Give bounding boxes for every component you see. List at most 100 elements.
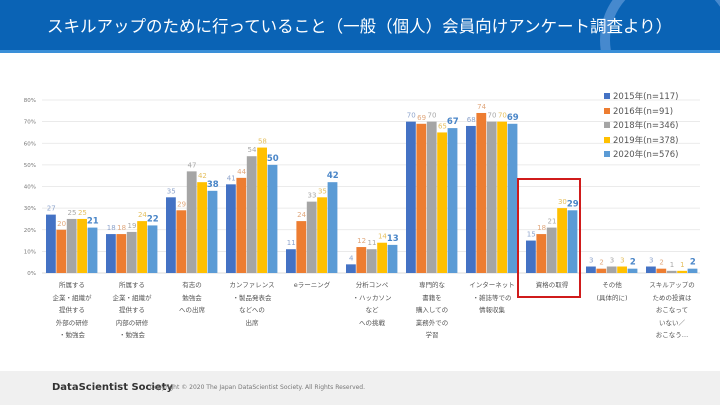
x-tick-line: 有志の — [182, 281, 202, 289]
data-label: 20 — [57, 220, 66, 228]
bar — [267, 164, 278, 273]
data-label: 65 — [438, 122, 447, 130]
data-label: 12 — [357, 237, 366, 245]
data-label: 3 — [610, 257, 614, 265]
x-tick-label: その他 (具体的に) — [582, 279, 642, 304]
data-label: 18 — [117, 224, 126, 232]
x-tick-label: インターネット ・雑誌等での 情報収集 — [462, 279, 522, 317]
bar — [166, 197, 176, 273]
data-label: 50 — [267, 154, 279, 164]
bar — [466, 125, 476, 273]
legend-label: 2015年(n=117) — [613, 92, 679, 103]
x-tick-line: 所属する — [59, 281, 85, 289]
x-tick-line: 所属する — [119, 281, 145, 289]
x-tick-line: 専門的な — [419, 281, 445, 289]
bar — [46, 214, 56, 273]
x-tick-label: 専門的な 書籍を 購入しての 業務外での 学習 — [402, 279, 462, 342]
bar — [476, 112, 487, 273]
x-tick-line: 情報収集 — [479, 306, 505, 314]
data-label: 70 — [488, 112, 497, 120]
bar — [687, 268, 698, 273]
page-title: スキルアップのために行っていること（一般（個人）会員向けアンケート調査より） — [47, 17, 673, 36]
brand-name: DataScientist Society — [52, 382, 173, 393]
data-label: 11 — [368, 239, 377, 247]
bar — [666, 270, 677, 273]
bar — [416, 123, 427, 273]
data-label: 3 — [649, 257, 653, 265]
bar — [486, 121, 497, 273]
x-tick-line: ための投資は — [652, 293, 692, 302]
x-tick-label: 分析コンペ ・ハッカソン など への挑戦 — [342, 279, 402, 329]
x-tick-line: 企業・組織が — [112, 293, 152, 302]
data-label: 42 — [327, 171, 339, 181]
x-tick-line: ・製品発表会 — [232, 293, 272, 302]
data-label: 3 — [620, 257, 624, 265]
data-label: 1 — [670, 261, 674, 269]
data-label: 30 — [558, 198, 567, 206]
y-tick-label: 20% — [24, 228, 36, 234]
data-label: 54 — [248, 146, 257, 154]
data-label: 21 — [87, 217, 99, 227]
bar — [366, 249, 377, 273]
y-tick-label: 40% — [24, 185, 36, 191]
x-tick-line: 企業・組織が — [52, 293, 92, 302]
legend-item: 2018年(n=346) — [604, 118, 679, 133]
data-label: 67 — [447, 117, 459, 127]
bar — [546, 227, 557, 273]
copyright: Copyright © 2020 The Japan DataScientist… — [150, 384, 366, 391]
x-tick-line: おこなう… — [655, 331, 689, 339]
x-tick-line: への挑戦 — [359, 318, 385, 327]
bar — [137, 221, 147, 273]
x-tick-line: 提供する — [59, 306, 85, 314]
bar — [656, 268, 667, 273]
data-label: 18 — [107, 224, 116, 232]
logo-decoration — [600, 0, 720, 50]
data-label: 19 — [128, 222, 137, 230]
data-label: 70 — [428, 112, 437, 120]
bar — [617, 266, 627, 273]
legend-item: 2020年(n=576) — [604, 147, 679, 162]
x-tick-line: その他 — [602, 281, 622, 289]
x-tick-label: eラーニング — [282, 279, 342, 292]
legend-label: 2020年(n=576) — [613, 150, 679, 161]
data-label: 47 — [188, 161, 197, 169]
data-label: 2 — [659, 259, 663, 267]
bar — [327, 182, 338, 273]
x-tick-line: 内部の研修 — [115, 318, 149, 327]
data-label: 2 — [630, 258, 636, 268]
x-tick-label: カンファレンス ・製品発表会 などへの 出席 — [222, 279, 282, 329]
data-label: 4 — [349, 254, 354, 262]
x-tick-line: 分析コンペ — [355, 281, 389, 289]
x-tick-line: 出席 — [245, 318, 259, 327]
bar — [207, 190, 218, 273]
bar — [526, 240, 536, 273]
bar — [126, 231, 137, 273]
data-label: 33 — [308, 192, 317, 200]
x-tick-line: ・雑誌等での — [472, 293, 512, 302]
x-tick-line: などへの — [239, 306, 265, 314]
data-label: 25 — [78, 209, 87, 217]
legend-label: 2016年(n=91) — [613, 106, 674, 117]
x-tick-line: 購入しての — [415, 306, 449, 314]
x-tick-line: 学習 — [425, 331, 439, 339]
x-tick-line: 業務外での — [415, 318, 449, 327]
y-tick-label: 60% — [24, 141, 36, 147]
bar — [116, 234, 127, 273]
bar — [317, 197, 327, 273]
x-tick-line: インターネット — [469, 281, 515, 289]
data-label: 44 — [237, 168, 246, 176]
data-label: 58 — [258, 138, 267, 146]
bar — [306, 201, 317, 273]
y-tick-label: 10% — [24, 249, 36, 255]
x-tick-label: スキルアップの ための投資は おこなって いない／ おこなう… — [642, 279, 702, 342]
legend-label: 2019年(n=378) — [613, 135, 679, 146]
bar — [77, 218, 87, 273]
bar — [646, 266, 656, 273]
bar — [236, 177, 247, 273]
x-tick-line: 外部の研修 — [55, 318, 89, 327]
data-label: 70 — [498, 112, 507, 120]
data-label: 25 — [68, 209, 77, 217]
data-label: 27 — [47, 205, 56, 213]
legend-label: 2018年(n=346) — [613, 121, 679, 132]
